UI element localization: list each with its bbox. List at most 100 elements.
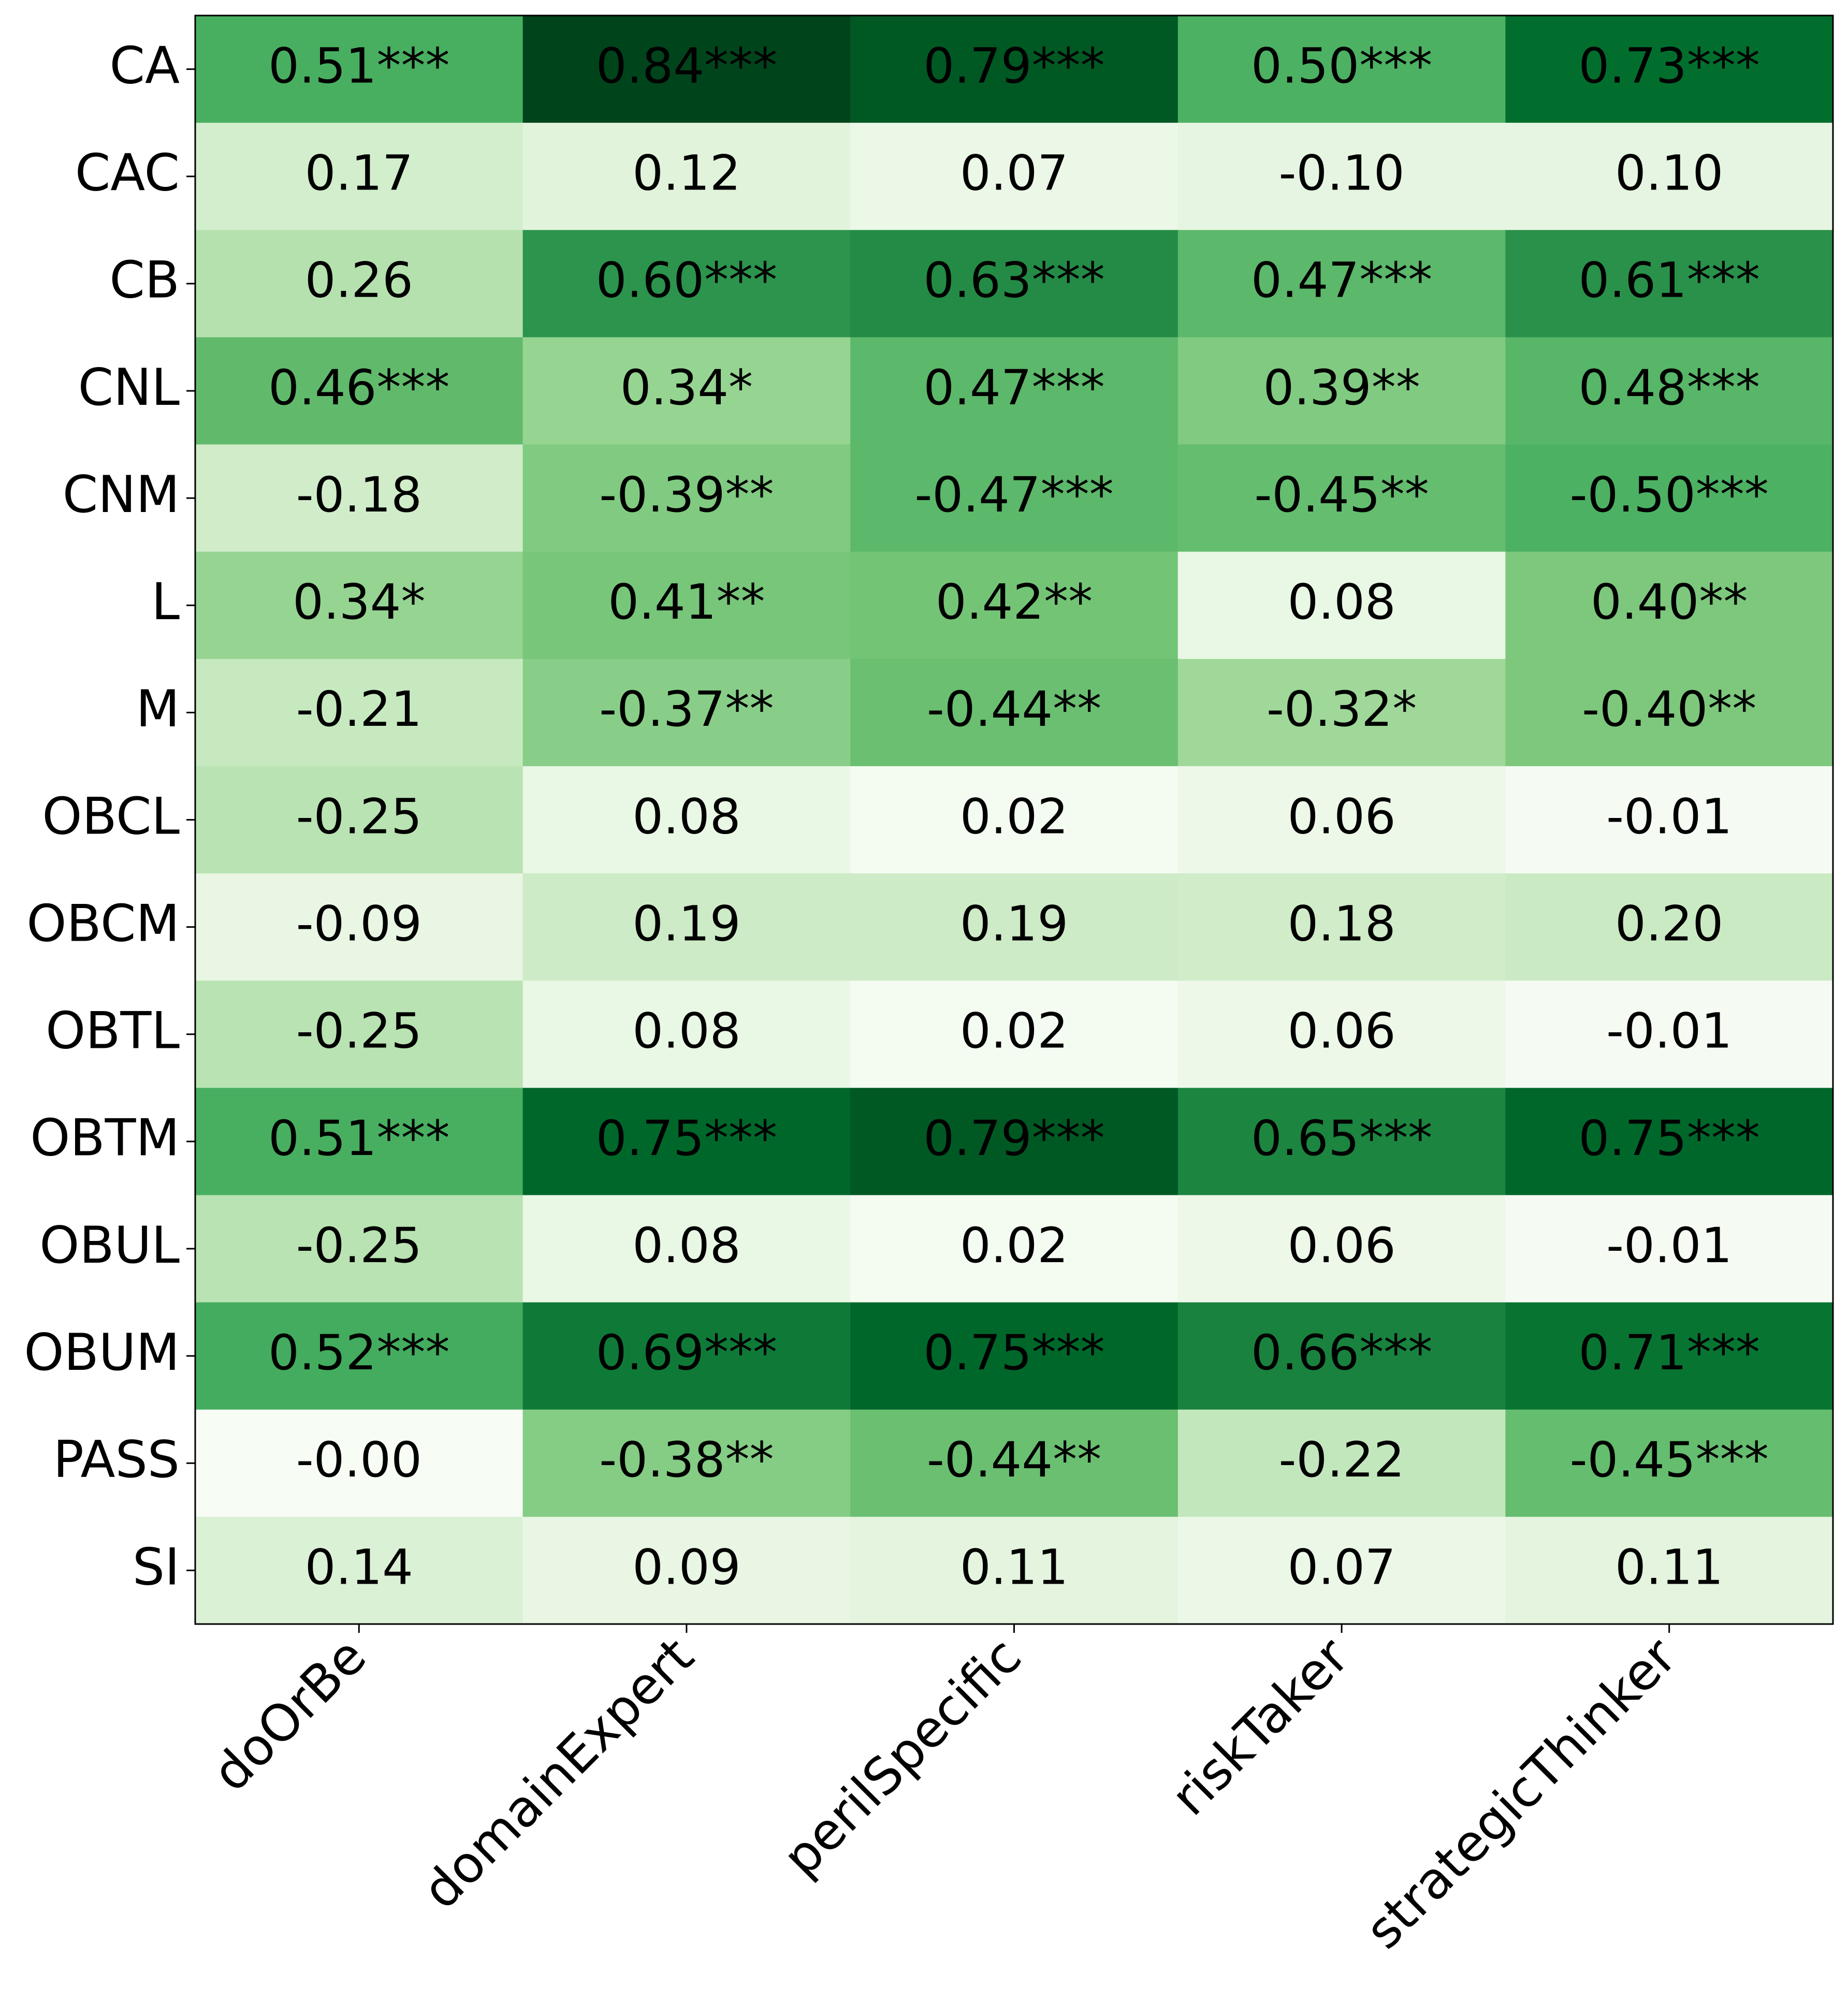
heatmap-cell <box>522 123 851 230</box>
heatmap-cell <box>850 123 1178 230</box>
heatmap-cell <box>522 230 851 338</box>
cell-label: 0.19 <box>632 896 740 953</box>
cell-label: -0.45*** <box>1570 1432 1769 1488</box>
heatmap-cell <box>195 659 523 767</box>
heatmap-cell <box>1177 1195 1506 1303</box>
cell-label: 0.08 <box>1287 574 1395 631</box>
cell-label: -0.44** <box>927 681 1101 738</box>
heatmap-cell <box>1505 1088 1834 1195</box>
cell-label: 0.40** <box>1591 574 1748 631</box>
heatmap-cell <box>1505 444 1834 552</box>
cell-label: 0.47*** <box>923 360 1104 416</box>
heatmap-cell <box>1177 123 1506 230</box>
heatmap-cell <box>850 873 1178 981</box>
cell-label: 0.63*** <box>923 253 1104 309</box>
cell-label: -0.39** <box>599 467 774 523</box>
heatmap-cell <box>1177 1516 1506 1625</box>
cell-label: 0.46*** <box>268 360 449 416</box>
cell-label: -0.01 <box>1606 788 1732 845</box>
cell-label: 0.79*** <box>923 1110 1104 1167</box>
heatmap-cell <box>1177 659 1506 767</box>
cell-label: 0.07 <box>1287 1539 1395 1596</box>
heatmap-cell <box>1177 766 1506 874</box>
cell-label: -0.40** <box>1582 681 1756 738</box>
heatmap-cell <box>522 1195 851 1303</box>
cell-label: 0.73*** <box>1579 38 1760 94</box>
heatmap-cell <box>1505 16 1834 123</box>
cell-label: 0.84*** <box>596 38 777 94</box>
heatmap-cell <box>522 16 851 123</box>
heatmap-cell <box>850 1088 1178 1195</box>
heatmap-cell <box>195 230 523 338</box>
heatmap-cell <box>1177 337 1506 445</box>
y-tick-label: M <box>136 680 180 739</box>
cell-label: 0.71*** <box>1579 1325 1760 1381</box>
cell-label: -0.00 <box>296 1432 422 1488</box>
heatmap-cell <box>850 337 1178 445</box>
heatmap-cell <box>195 1302 523 1410</box>
cell-label: 0.20 <box>1615 896 1723 953</box>
x-tick-label: riskTaker <box>1160 1627 1360 1827</box>
heatmap-cell <box>850 16 1178 123</box>
heatmap-cell <box>1505 1409 1834 1517</box>
heatmap-cell <box>1505 1302 1834 1410</box>
heatmap-cell <box>195 337 523 445</box>
heatmap-cell <box>1177 1302 1506 1410</box>
cell-label: -0.25 <box>296 788 422 845</box>
heatmap-cell <box>1505 230 1834 338</box>
heatmap-cell <box>1177 981 1506 1088</box>
cell-label: 0.41** <box>608 574 765 631</box>
cell-label: 0.11 <box>1615 1539 1723 1596</box>
cell-label: 0.52*** <box>268 1325 449 1381</box>
heatmap-cell <box>522 1302 851 1410</box>
y-tick-label: PASS <box>53 1430 180 1489</box>
cell-label: 0.08 <box>632 1218 740 1274</box>
heatmap-cell <box>850 1195 1178 1303</box>
cell-label: -0.09 <box>296 896 422 953</box>
heatmap-cell <box>1505 551 1834 660</box>
cell-label: -0.22 <box>1278 1432 1404 1488</box>
cell-label: 0.42** <box>936 574 1093 631</box>
cell-label: -0.18 <box>296 467 422 523</box>
heatmap-cell <box>1505 1195 1834 1303</box>
heatmap-cell <box>195 1195 523 1303</box>
y-tick-label: OBCL <box>42 787 180 846</box>
cell-label: 0.69*** <box>596 1325 777 1381</box>
heatmap-cell <box>522 1088 851 1195</box>
heatmap-cell <box>850 766 1178 874</box>
cell-label: 0.06 <box>1287 1218 1395 1274</box>
heatmap-cell <box>850 444 1178 552</box>
heatmap-cell <box>1505 123 1834 230</box>
heatmap-cell <box>1177 1088 1506 1195</box>
x-tick-label: perilSpecific <box>772 1627 1033 1888</box>
heatmap-cell <box>195 873 523 981</box>
heatmap-cell <box>195 16 523 123</box>
heatmap-cell <box>1505 873 1834 981</box>
cell-label: 0.19 <box>960 896 1068 953</box>
heatmap-cell <box>1505 659 1834 767</box>
x-tick-label: strategicThinker <box>1354 1627 1688 1961</box>
cell-label: 0.11 <box>960 1539 1068 1596</box>
cell-label: 0.48*** <box>1579 360 1760 416</box>
cell-label: 0.06 <box>1287 788 1395 845</box>
heatmap-cell <box>195 766 523 874</box>
cell-label: 0.34* <box>620 360 753 416</box>
heatmap-cell <box>1177 873 1506 981</box>
cell-label: -0.45** <box>1254 467 1429 523</box>
y-tick-label: OBUM <box>24 1323 180 1382</box>
heatmap-cell <box>522 873 851 981</box>
heatmap-cell <box>195 444 523 552</box>
heatmap-cell <box>522 981 851 1088</box>
cell-label: 0.75*** <box>923 1325 1104 1381</box>
heatmap-cell <box>850 981 1178 1088</box>
cell-label: 0.02 <box>960 1218 1068 1274</box>
cell-label: -0.01 <box>1606 1218 1732 1274</box>
heatmap-cell <box>522 551 851 660</box>
cell-label: 0.17 <box>305 145 413 202</box>
cell-label: 0.75*** <box>1579 1110 1760 1167</box>
heatmap-cell <box>195 1409 523 1517</box>
heatmap-cell <box>522 659 851 767</box>
y-tick-label: CNM <box>63 465 180 524</box>
cell-label: 0.10 <box>1615 145 1723 202</box>
cell-label: 0.75*** <box>596 1110 777 1167</box>
